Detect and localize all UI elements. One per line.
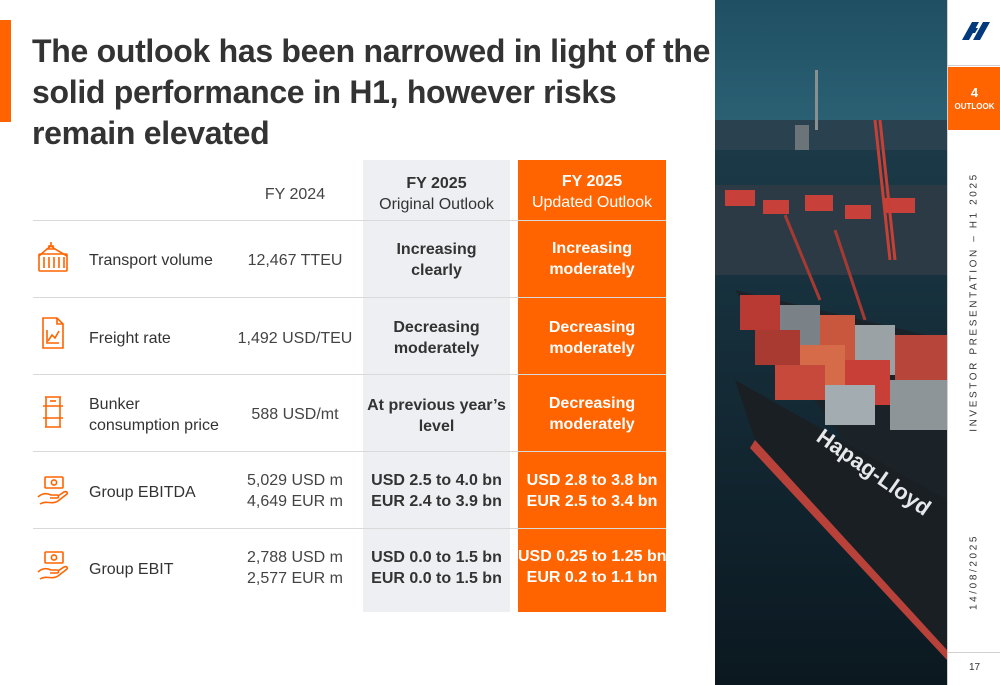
updated-outlook-column-bg bbox=[518, 160, 666, 612]
header-updated-year: FY 2025 bbox=[561, 173, 623, 190]
fy2024-value: 1,492 USD/TEU bbox=[237, 330, 353, 347]
money-hand-icon bbox=[36, 474, 70, 508]
container-ship-photo: Hapag-Lloyd bbox=[715, 0, 947, 685]
header-fy2024-label: FY 2024 bbox=[264, 186, 326, 203]
updated-outlook-value: Increasing moderately bbox=[549, 240, 635, 278]
row-divider bbox=[33, 374, 666, 375]
table-row-bunker-consumption-price: Bunker consumption price 588 USD/mt At p… bbox=[0, 375, 700, 451]
header-fy2024: FY 2024 bbox=[230, 184, 360, 205]
original-outlook-value: Increasing clearly bbox=[396, 241, 477, 279]
row-divider bbox=[33, 220, 666, 221]
fy2024-value: 588 USD/mt bbox=[251, 406, 339, 423]
fy2024-value: 12,467 TTEU bbox=[247, 252, 343, 269]
header-original-outlook: FY 2025 Original Outlook bbox=[363, 173, 510, 215]
chapter-number: 4 bbox=[970, 85, 979, 100]
row-label: Group EBITDA bbox=[89, 484, 196, 501]
original-outlook-value: At previous year’s level bbox=[367, 397, 506, 435]
original-outlook-value: USD 2.5 to 4.0 bn EUR 2.4 to 3.9 bn bbox=[371, 472, 502, 510]
table-row-freight-rate: Freight rate 1,492 USD/TEU Decreasing mo… bbox=[0, 298, 700, 374]
fy2024-value: 2,788 USD m 2,577 EUR m bbox=[246, 549, 344, 587]
fy2024-value: 5,029 USD m 4,649 EUR m bbox=[246, 472, 344, 510]
right-sidebar: 4 OUTLOOK INVESTOR PRESENTATION – H1 202… bbox=[947, 0, 1000, 685]
header-original-year: FY 2025 bbox=[406, 175, 467, 192]
row-divider bbox=[33, 451, 666, 452]
updated-outlook-value: Decreasing moderately bbox=[548, 395, 636, 433]
hapag-lloyd-logo-icon bbox=[948, 0, 1000, 66]
header-updated-outlook: FY 2025 Updated Outlook bbox=[518, 171, 666, 213]
presentation-label: INVESTOR PRESENTATION – H1 2025 bbox=[968, 172, 980, 432]
container-ship-illustration: Hapag-Lloyd bbox=[715, 0, 947, 685]
table-row-group-ebit: Group EBIT 2,788 USD m 2,577 EUR m USD 0… bbox=[0, 529, 700, 605]
updated-outlook-value: USD 2.8 to 3.8 bn EUR 2.5 to 3.4 bn bbox=[526, 472, 658, 510]
money-hand-icon bbox=[36, 549, 70, 583]
table-row-transport-volume: Transport volume 12,467 TTEU Increasing … bbox=[0, 221, 700, 297]
row-label: Bunker consumption price bbox=[89, 396, 219, 434]
updated-outlook-value: USD 0.25 to 1.25 bn EUR 0.2 to 1.1 bn bbox=[518, 548, 667, 586]
original-outlook-value: USD 0.0 to 1.5 bn EUR 0.0 to 1.5 bn bbox=[371, 549, 502, 587]
presentation-date: 14/08/2025 bbox=[968, 533, 980, 611]
title-accent-bar bbox=[0, 20, 11, 122]
page-number: 17 bbox=[948, 652, 1000, 685]
chapter-badge: 4 OUTLOOK bbox=[948, 67, 1000, 130]
row-divider bbox=[33, 297, 666, 298]
header-original-subtitle: Original Outlook bbox=[379, 196, 494, 213]
table-row-group-ebitda: Group EBITDA 5,029 USD m 4,649 EUR m USD… bbox=[0, 452, 700, 528]
document-chart-icon bbox=[36, 316, 70, 350]
chapter-label: OUTLOOK bbox=[954, 102, 995, 111]
row-divider bbox=[33, 528, 666, 529]
container-crane-icon bbox=[36, 240, 70, 274]
fuel-barrel-icon bbox=[36, 395, 70, 429]
row-label: Transport volume bbox=[89, 252, 213, 269]
updated-outlook-value: Decreasing moderately bbox=[548, 319, 636, 357]
original-outlook-column-bg bbox=[363, 160, 510, 612]
slide-title: The outlook has been narrowed in light o… bbox=[32, 33, 711, 151]
row-label: Group EBIT bbox=[89, 561, 174, 578]
header-updated-subtitle: Updated Outlook bbox=[531, 194, 653, 211]
row-label: Freight rate bbox=[89, 330, 171, 347]
original-outlook-value: Decreasing moderately bbox=[393, 319, 480, 357]
